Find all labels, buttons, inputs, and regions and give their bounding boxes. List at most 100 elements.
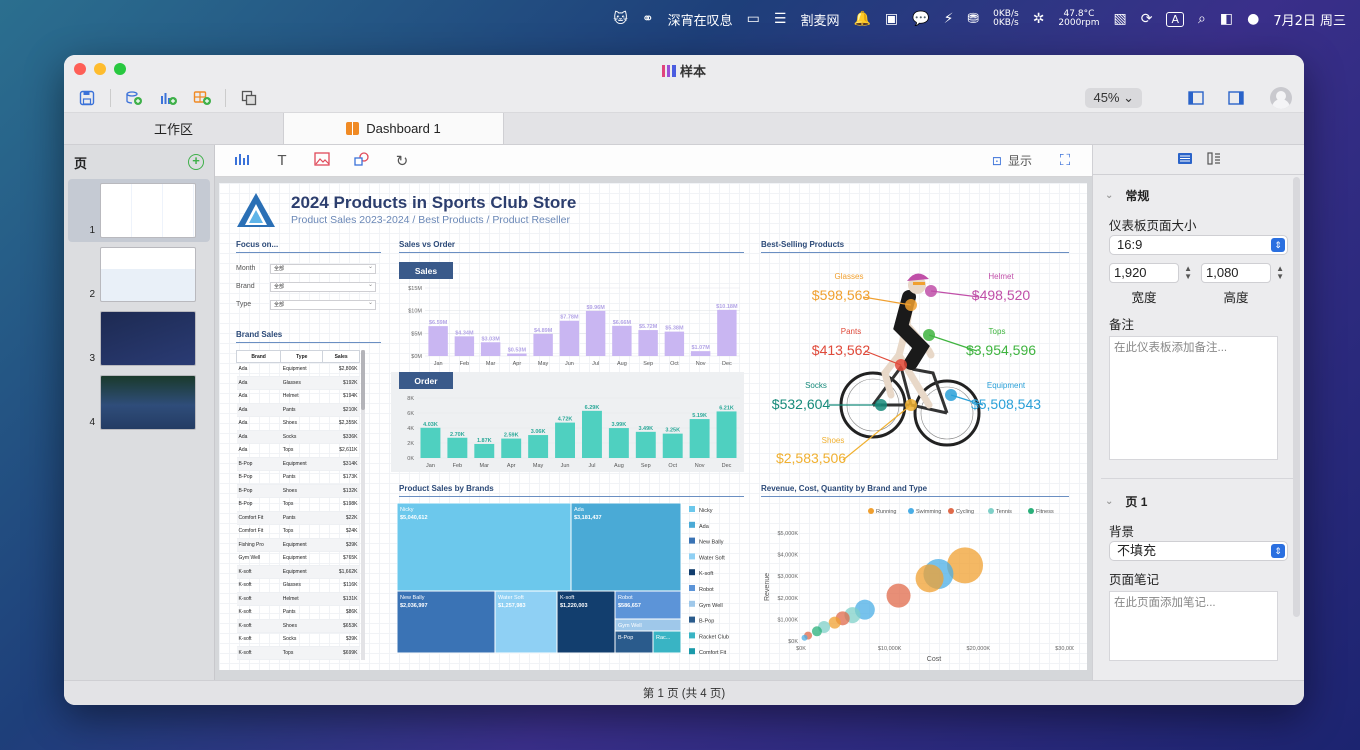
search-icon[interactable]: ⌕ (1198, 11, 1206, 27)
bubble-point (886, 583, 911, 608)
add-dashboard-icon[interactable] (191, 88, 213, 108)
width-stepper[interactable]: ▲ ▼ (1184, 264, 1192, 281)
table-row[interactable]: B-Pop Shoes $132K (236, 484, 360, 498)
table-row[interactable]: Gym Well Equipment $765K (236, 551, 360, 566)
menubar-network-item[interactable]: 割麦网 (800, 13, 840, 29)
sidebar-right-toggle-icon[interactable] (1226, 89, 1246, 107)
insert-shape-icon[interactable] (351, 151, 373, 170)
background-select[interactable]: 不填充 ⇕ (1109, 541, 1288, 561)
table-row[interactable]: K-soft Helmet $131K (236, 592, 360, 606)
zoom-select[interactable]: 45% ⌄ (1085, 88, 1142, 108)
width-input[interactable]: 1,920 ▲ ▼ (1109, 263, 1192, 283)
column-header[interactable]: Sales (322, 350, 360, 363)
tile-label: Ada (574, 507, 585, 513)
tab-workspace[interactable]: 工作区 (64, 113, 284, 144)
table-row[interactable]: Fishing Pro Equipment $39K (236, 538, 360, 552)
cat-icon[interactable]: 🐱 (613, 11, 628, 27)
table-row[interactable]: Ada Socks $336K (236, 430, 360, 444)
fan-icon[interactable]: ✲ (1032, 11, 1045, 27)
page-thumb-4[interactable]: 4 (64, 371, 214, 434)
wechat-icon[interactable]: 💬 (912, 11, 930, 27)
fullscreen-icon[interactable]: ⛶ (1059, 152, 1071, 169)
page-thumb-3[interactable]: 3 (64, 307, 214, 370)
filter-type-select[interactable]: 全部 (270, 299, 376, 310)
table-row[interactable]: Ada Equipment $2,806K (236, 362, 360, 377)
siri-icon[interactable]: ● (1247, 11, 1260, 27)
table-row[interactable]: Ada Shoes $2,355K (236, 416, 360, 431)
dashboard-subtitle: Product Sales 2023-2024 / Best Products … (291, 214, 570, 226)
table-row[interactable]: Comfort Fit Pants $22K (236, 511, 360, 525)
page-size-select[interactable]: 16:9 ⇕ (1109, 235, 1288, 255)
sensor-readout[interactable]: 47.8°C 2000rpm (1058, 10, 1099, 28)
network-speed[interactable]: 0KB/s 0KB/s (993, 10, 1019, 28)
filter-month-select[interactable]: 全部 (270, 263, 376, 274)
display-icon[interactable]: ▭ (746, 11, 760, 27)
present-button[interactable]: ⊡ 显示 (992, 152, 1032, 169)
table-row[interactable]: Ada Glasses $192K (236, 376, 360, 390)
minimize-button[interactable] (94, 63, 106, 75)
layers-icon[interactable] (238, 88, 260, 108)
status-bar: 第 1 页 (共 4 页) (64, 680, 1304, 705)
notes-textarea[interactable]: 在此仪表板添加备注... (1109, 336, 1278, 460)
insert-chart-icon[interactable] (231, 152, 253, 170)
height-stepper[interactable]: ▲ ▼ (1276, 264, 1284, 281)
sync-icon[interactable]: ⟳ (1140, 11, 1153, 27)
bell-icon[interactable]: 🔔 (853, 11, 871, 27)
add-data-source-icon[interactable] (123, 88, 145, 108)
table-row[interactable]: B-Pop Equipment $314K (236, 457, 360, 471)
page-group-header[interactable]: ⌄ 页 1 (1093, 489, 1304, 513)
height-value: 1,080 (1206, 265, 1239, 280)
table-row[interactable]: K-soft Equipment $1,662K (236, 565, 360, 579)
column-header[interactable]: Brand (235, 350, 282, 363)
table-row[interactable]: Comfort Fit Tops $24K (236, 524, 360, 539)
add-page-button[interactable]: + (188, 154, 204, 170)
general-group-header[interactable]: ⌄ 常规 (1093, 183, 1304, 207)
zoom-button[interactable] (114, 63, 126, 75)
treemap-tile (556, 590, 616, 654)
table-row[interactable]: K-soft Socks $39K (236, 632, 360, 647)
table-row[interactable]: K-soft Tops $699K (236, 646, 360, 660)
page-size-value: 16:9 (1117, 237, 1143, 252)
table-scrollbar[interactable] (361, 350, 365, 660)
page-notes-textarea[interactable]: 在此页面添加笔记... (1109, 591, 1278, 661)
page-thumb-1[interactable]: 1 (68, 179, 210, 242)
table-row[interactable]: K-soft Shoes $653K (236, 619, 360, 633)
power-icon[interactable]: ⚡ (943, 11, 954, 27)
control-center-icon[interactable]: ◧ (1219, 11, 1234, 27)
insert-image-icon[interactable] (311, 151, 333, 170)
insert-text-icon[interactable]: T (277, 152, 287, 169)
layout-tab-icon[interactable] (1206, 151, 1221, 168)
sidebar-left-toggle-icon[interactable] (1186, 89, 1206, 107)
filter-brand-select[interactable]: 全部 (270, 281, 376, 292)
save-icon[interactable] (76, 88, 98, 108)
height-input[interactable]: 1,080 ▲ ▼ (1201, 263, 1284, 283)
photo-icon[interactable]: ▧ (1113, 11, 1127, 27)
refresh-icon[interactable]: ↻ (395, 152, 409, 170)
present-icon: ⊡ (991, 153, 1002, 168)
table-row[interactable]: K-soft Pants $86K (236, 605, 360, 620)
monitor-icon[interactable]: ▣ (884, 11, 899, 27)
product-name: Equipment (987, 381, 1026, 390)
circles-icon[interactable]: ⚭ (641, 11, 654, 27)
user-avatar[interactable] (1270, 87, 1292, 109)
table-row[interactable]: K-soft Glasses $116K (236, 578, 360, 593)
bag-icon[interactable]: ⛃ (967, 11, 980, 27)
properties-scrollbar[interactable] (1293, 177, 1300, 617)
tab-dashboard-1[interactable]: Dashboard 1 (284, 113, 504, 144)
add-chart-icon[interactable] (157, 88, 179, 108)
table-row[interactable]: B-Pop Tops $198K (236, 497, 360, 512)
page-thumb-2[interactable]: 2 (64, 243, 214, 306)
list-icon[interactable]: ☰ (773, 11, 787, 27)
y-tick-label: $5,000K (778, 531, 799, 537)
table-row[interactable]: Ada Pants $210K (236, 403, 360, 417)
clock[interactable]: 7月2日 周三 (1273, 13, 1346, 29)
input-method[interactable]: A (1166, 11, 1185, 27)
close-button[interactable] (74, 63, 86, 75)
properties-tab-icon[interactable] (1177, 152, 1193, 168)
table-row[interactable]: B-Pop Pants $173K (236, 470, 360, 485)
table-row[interactable]: Ada Tops $2,611K (236, 443, 360, 458)
column-header[interactable]: Type (280, 350, 324, 363)
menubar-app-name[interactable]: 深宵在叹息 (667, 13, 733, 29)
table-row[interactable]: Ada Helmet $194K (236, 389, 360, 404)
tile-value: $586,657 (618, 603, 641, 609)
